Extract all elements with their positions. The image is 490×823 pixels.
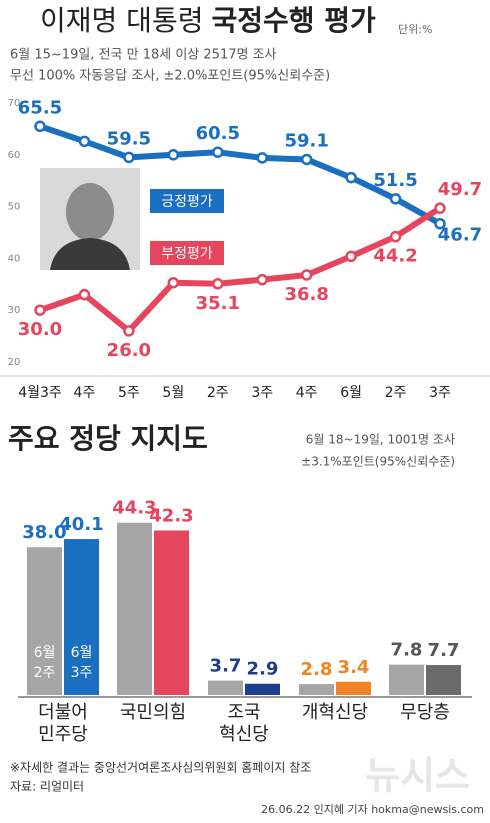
value-label: 49.7 [438,179,482,200]
value-label: 2.9 [247,659,279,680]
y-tick-label: 30 [8,305,21,316]
legend-label: 6월 2주 [33,645,56,681]
x-tick-label: 무당층 [400,702,450,723]
watermark: 뉴시스 [365,754,470,798]
value-label: 7.7 [428,640,460,661]
photo-face [66,183,114,241]
title-bold: 국정수행 평가 [211,4,376,37]
marker [167,149,180,161]
value-label: 26.0 [107,340,151,361]
marker [256,273,268,286]
credit: 26.06.22 인지혜 기자 hokma@newsis.com [261,803,484,816]
bar [389,664,424,695]
bar [154,530,189,695]
source: 자료: 리얼미터 [10,780,84,794]
value-label: 35.1 [196,293,240,314]
subtitle: ±3.1%포인트(95%신뢰수준) [301,455,455,469]
value-label: 3.7 [210,656,242,677]
value-label: 65.5 [18,97,62,118]
marker [78,135,91,148]
value-label: 2.8 [301,659,333,680]
y-tick-label: 40 [8,253,21,264]
section-title: 주요 정당 지지도 [8,422,208,455]
marker [300,269,313,281]
x-tick-label: 4월3주 [18,385,62,401]
marker [78,288,91,301]
marker [123,151,135,164]
marker [34,304,46,316]
marker [212,146,224,158]
x-tick-label: 2주 [385,385,407,401]
note: ※자세한 결과는 중앙선거여론조사심의위원회 홈페이지 참조 [10,761,311,775]
x-tick-label: 조국 혁신당 [219,702,269,745]
line [39,205,442,334]
marker [34,120,46,133]
value-label: 38.0 [22,522,66,543]
x-tick-label: 4주 [296,385,318,401]
value-label: 46.7 [438,225,482,246]
x-tick-label: 6월 [340,385,362,401]
value-label: 44.2 [373,246,417,267]
marker [389,193,402,205]
value-label: 59.1 [284,130,328,151]
legend-box [150,189,224,213]
value-label: 30.0 [18,319,62,340]
bar [208,680,243,695]
subtitle: 무선 100% 자동응답 조사, ±2.0%포인트(95%신뢰수준) [10,69,330,84]
title: 이재명 대통령 국정수행 평가 [40,4,376,37]
bar [245,683,280,695]
x-tick-label: 더불어 민주당 [38,702,88,745]
x-tick-label: 5주 [118,385,140,401]
legend-label: 긍정평가 [161,194,213,210]
title-normal: 이재명 대통령 [40,4,203,37]
photo-body [50,238,130,270]
bar [336,681,371,695]
x-tick-label: 개혁신당 [301,702,369,723]
x-tick-label: 5월 [162,385,184,401]
bar [117,522,152,695]
y-tick-label: 60 [8,150,21,161]
marker [389,230,402,243]
line [39,123,442,227]
marker [345,171,357,184]
legend-label: 부정평가 [161,246,213,262]
x-tick-label: 3주 [429,385,451,401]
bar [64,539,99,695]
x-tick-label: 3주 [251,385,273,401]
subtitle: 6월 18~19일, 1001명 조사 [306,433,455,447]
value-label: 42.3 [149,506,193,527]
bar [27,547,62,695]
y-tick-label: 70 [8,98,21,109]
subtitle: 6월 15~19일, 전국 만 18세 이상 2517명 조사 [10,48,277,63]
value-label: 59.5 [107,128,151,149]
marker [434,217,446,230]
value-label: 51.5 [373,170,417,191]
y-tick-label: 50 [8,202,21,213]
marker [300,153,313,166]
x-tick-label: 4주 [74,385,96,401]
marker [434,202,446,214]
bar [426,665,461,695]
marker [123,325,135,337]
marker [256,152,268,164]
value-label: 36.8 [284,284,328,305]
value-label: 40.1 [59,514,103,535]
value-label: 7.8 [391,640,423,661]
x-tick-label: 2주 [207,385,229,401]
value-label: 60.5 [196,123,240,144]
x-tick-label: 국민의힘 [119,702,187,723]
y-tick-label: 20 [8,357,21,368]
marker [345,250,357,263]
bar [299,684,334,695]
legend-label: 6월 3주 [70,645,93,681]
legend-box [150,241,224,265]
marker [212,278,224,290]
marker [167,276,180,289]
value-label: 3.4 [338,657,370,678]
unit: 단위:% [398,23,432,36]
value-label: 44.3 [112,498,156,519]
